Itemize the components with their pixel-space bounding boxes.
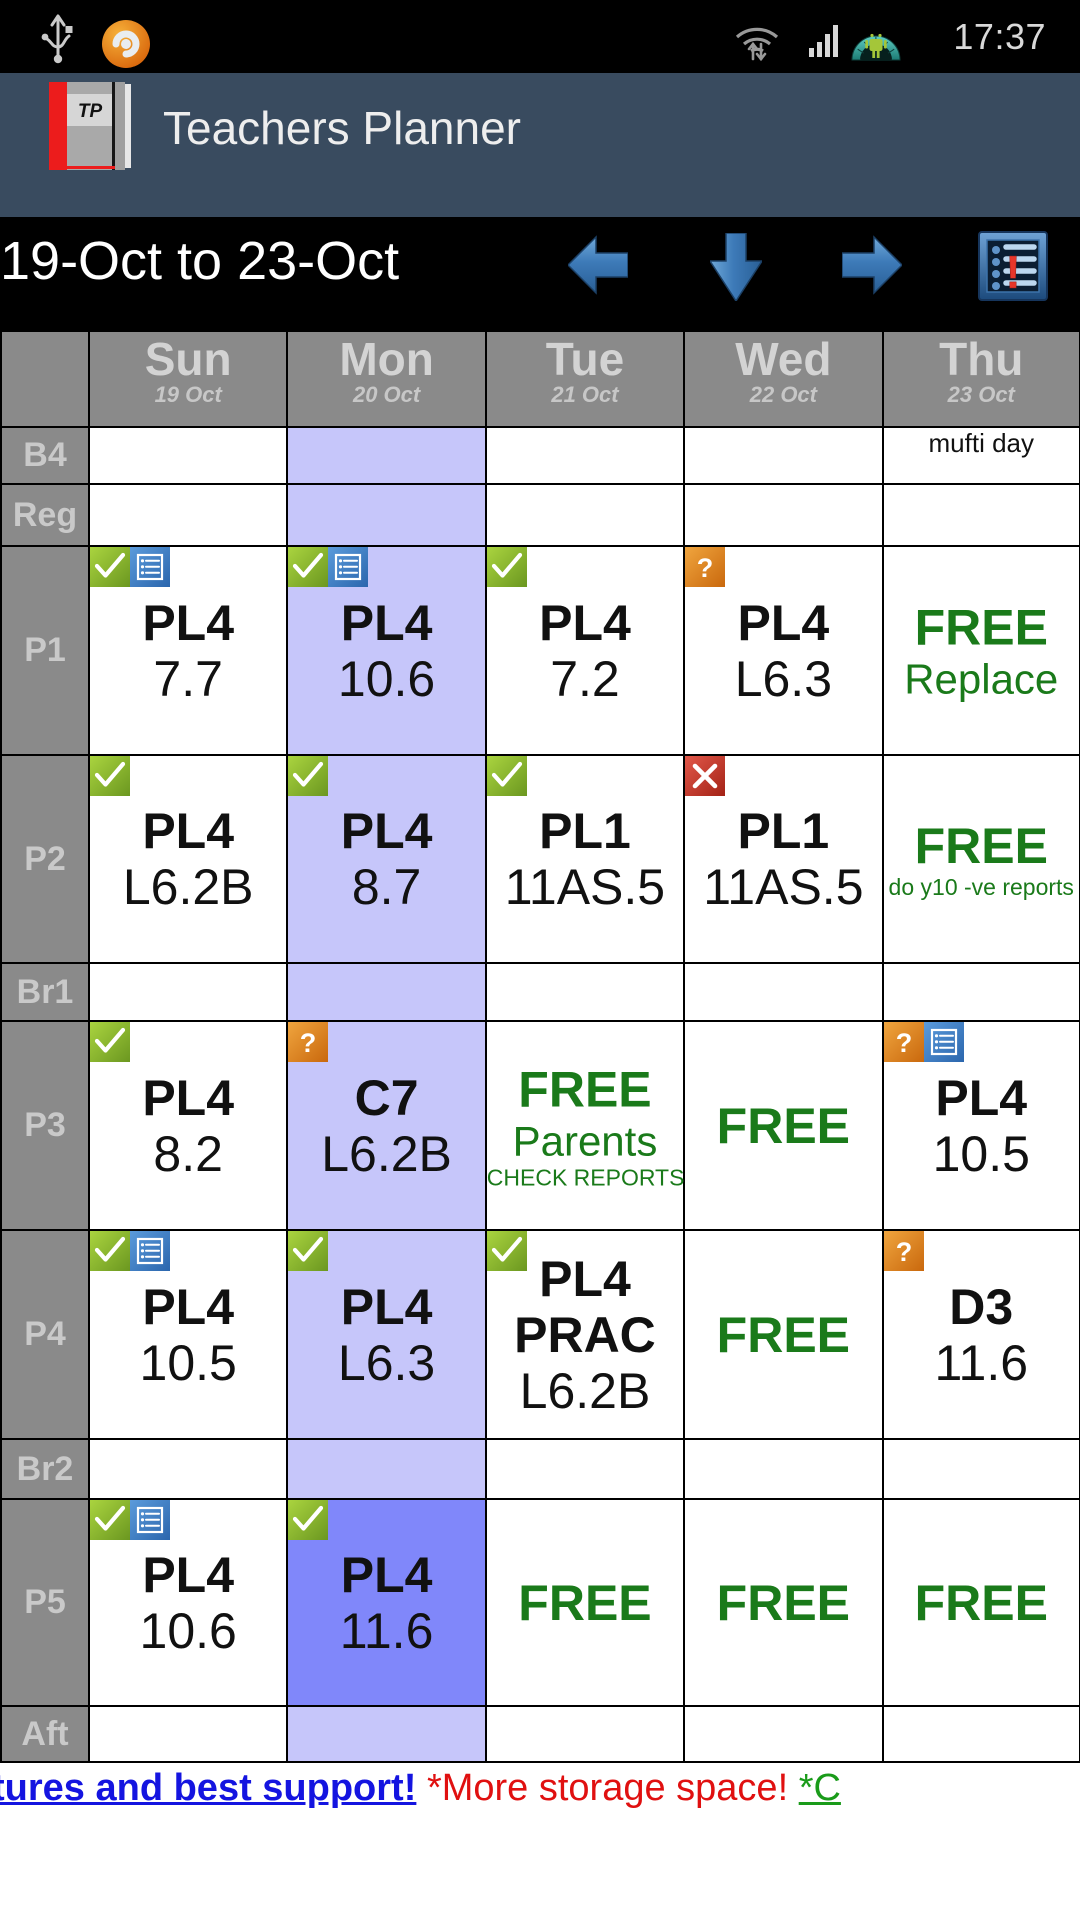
- svg-text:?: ?: [697, 553, 714, 583]
- svg-text:!: !: [1005, 246, 1020, 298]
- svg-text:TP: TP: [78, 101, 103, 122]
- svg-text:?: ?: [300, 1028, 317, 1058]
- svg-text:?: ?: [895, 1028, 912, 1058]
- svg-text:?: ?: [895, 1237, 912, 1267]
